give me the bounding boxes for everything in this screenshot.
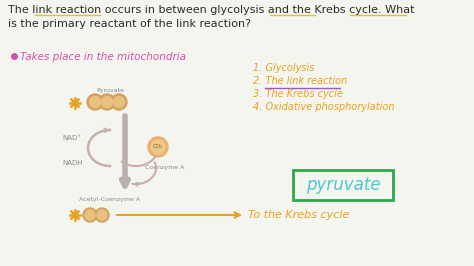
Circle shape xyxy=(85,210,95,220)
Circle shape xyxy=(97,210,107,220)
Text: Pyruvate: Pyruvate xyxy=(96,88,124,93)
FancyBboxPatch shape xyxy=(293,170,393,200)
Circle shape xyxy=(83,208,97,222)
Circle shape xyxy=(101,97,112,107)
Text: 3. The Krebs cycle: 3. The Krebs cycle xyxy=(253,89,343,99)
Text: 2. The link reaction: 2. The link reaction xyxy=(253,76,347,86)
Text: To the Krebs cycle: To the Krebs cycle xyxy=(248,210,349,220)
Circle shape xyxy=(87,94,103,110)
Text: 1. Glycolysis: 1. Glycolysis xyxy=(253,63,314,73)
Text: Takes place in the mitochondria: Takes place in the mitochondria xyxy=(20,52,186,62)
Text: NAD⁺: NAD⁺ xyxy=(62,135,81,141)
Circle shape xyxy=(90,97,100,107)
Text: pyruvate: pyruvate xyxy=(306,176,380,194)
Circle shape xyxy=(148,137,168,157)
Text: CO₂: CO₂ xyxy=(153,144,163,149)
Text: Coenzyme A: Coenzyme A xyxy=(145,165,184,170)
Circle shape xyxy=(151,140,165,154)
Text: 4. Oxidative phosphorylation: 4. Oxidative phosphorylation xyxy=(253,102,394,112)
Text: is the primary reactant of the link reaction?: is the primary reactant of the link reac… xyxy=(8,19,251,29)
Circle shape xyxy=(95,208,109,222)
Text: NADH: NADH xyxy=(62,160,82,166)
Circle shape xyxy=(111,94,127,110)
Circle shape xyxy=(99,94,115,110)
Text: Acetyl-Coenzyme A: Acetyl-Coenzyme A xyxy=(80,197,141,202)
Text: The link reaction occurs in between glycolysis and the Krebs cycle. What: The link reaction occurs in between glyc… xyxy=(8,5,414,15)
Circle shape xyxy=(113,97,125,107)
